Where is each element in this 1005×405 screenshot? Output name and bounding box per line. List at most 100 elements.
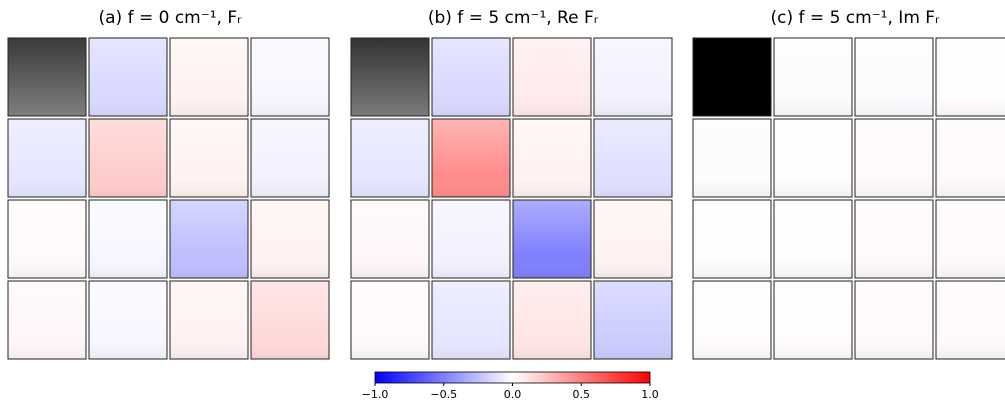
tile-frame xyxy=(350,118,430,198)
tile-shade xyxy=(351,119,429,197)
tile-shade xyxy=(774,38,852,116)
tile-shade xyxy=(513,38,591,116)
tile-shade xyxy=(251,281,329,359)
tile-frame xyxy=(773,199,853,279)
panel-title: (c) f = 5 cm⁻¹, Im Fᵣ xyxy=(771,8,941,28)
tile-shade xyxy=(8,119,86,197)
tile-shade xyxy=(170,119,248,197)
tile-frame xyxy=(935,37,1005,117)
tile-shade xyxy=(594,119,672,197)
tile-frame xyxy=(854,118,934,198)
colorbar-tick-label: 0.5 xyxy=(573,388,591,401)
tile-shade xyxy=(432,119,510,197)
tile-frame xyxy=(593,118,673,198)
tile-shade xyxy=(855,119,933,197)
tile-shade xyxy=(351,200,429,278)
tile-shade xyxy=(693,119,771,197)
tile-shade xyxy=(8,200,86,278)
tile-frame xyxy=(692,199,772,279)
tile-frame xyxy=(854,37,934,117)
tile-frame xyxy=(512,199,592,279)
tile-shade xyxy=(594,200,672,278)
tile-shade xyxy=(251,38,329,116)
tile-frame xyxy=(7,37,87,117)
tile-frame xyxy=(250,280,330,360)
tile-frame xyxy=(854,280,934,360)
tile-shade xyxy=(936,200,1005,278)
tile-frame xyxy=(593,199,673,279)
tile-frame xyxy=(431,118,511,198)
tile-shade xyxy=(432,281,510,359)
tile-frame xyxy=(350,199,430,279)
tile-frame xyxy=(169,199,249,279)
tile-shade xyxy=(251,119,329,197)
tile-frame xyxy=(512,280,592,360)
tile-shade xyxy=(351,281,429,359)
tile-shade xyxy=(936,38,1005,116)
tile-frame xyxy=(692,118,772,198)
tile-shade xyxy=(936,281,1005,359)
tile-shade xyxy=(936,119,1005,197)
tile-frame xyxy=(88,118,168,198)
tile-frame xyxy=(692,280,772,360)
tile-shade xyxy=(774,200,852,278)
intensity-shade xyxy=(8,38,86,116)
tile-frame xyxy=(431,37,511,117)
tile-frame xyxy=(512,118,592,198)
tile-frame xyxy=(773,118,853,198)
tile-shade xyxy=(855,38,933,116)
tile-frame xyxy=(773,280,853,360)
colorbar-tick-label: 0.0 xyxy=(504,388,522,401)
tile-frame xyxy=(169,37,249,117)
tile-shade xyxy=(8,281,86,359)
tile-shade xyxy=(432,38,510,116)
tile-shade xyxy=(693,281,771,359)
tile-frame xyxy=(692,37,772,117)
colorbar-tick-label: 1.0 xyxy=(641,388,659,401)
tile-frame xyxy=(88,37,168,117)
tile-shade xyxy=(170,200,248,278)
tile-shade xyxy=(774,119,852,197)
tile-shade xyxy=(855,200,933,278)
tile-shade xyxy=(89,38,167,116)
tile-frame xyxy=(431,199,511,279)
tile-shade xyxy=(170,38,248,116)
intensity-shade xyxy=(351,38,429,116)
tile-frame xyxy=(7,118,87,198)
tile-shade xyxy=(594,281,672,359)
tile-frame xyxy=(7,199,87,279)
panel-title: (b) f = 5 cm⁻¹, Re Fᵣ xyxy=(428,8,599,28)
tile-frame xyxy=(350,280,430,360)
tile-shade xyxy=(513,200,591,278)
tile-frame xyxy=(88,280,168,360)
tile-shade xyxy=(89,200,167,278)
tile-frame xyxy=(169,118,249,198)
colorbar xyxy=(374,371,651,384)
tile-frame xyxy=(350,37,430,117)
tile-frame xyxy=(7,280,87,360)
tile-frame xyxy=(593,280,673,360)
panel-title: (a) f = 0 cm⁻¹, Fᵣ xyxy=(98,8,242,28)
tile-frame xyxy=(854,199,934,279)
tile-shade xyxy=(594,38,672,116)
tile-frame xyxy=(935,118,1005,198)
tile-frame xyxy=(431,280,511,360)
tile-shade xyxy=(170,281,248,359)
tile-frame xyxy=(593,37,673,117)
tile-shade xyxy=(774,281,852,359)
tile-frame xyxy=(88,199,168,279)
intensity-tile xyxy=(693,38,771,116)
tile-shade xyxy=(693,200,771,278)
tile-shade xyxy=(855,281,933,359)
tile-shade xyxy=(89,119,167,197)
tile-shade xyxy=(251,200,329,278)
tile-shade xyxy=(89,281,167,359)
tile-frame xyxy=(169,280,249,360)
tile-frame xyxy=(250,118,330,198)
tile-frame xyxy=(250,199,330,279)
colorbar-tick-label: −0.5 xyxy=(430,388,457,401)
tile-shade xyxy=(513,281,591,359)
tile-frame xyxy=(935,199,1005,279)
